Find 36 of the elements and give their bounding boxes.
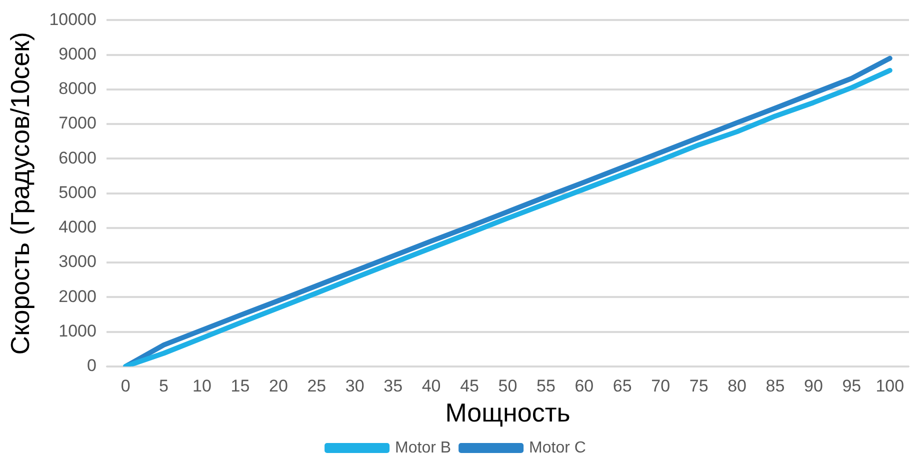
x-tick-label: 95 <box>842 376 862 396</box>
y-tick-label: 3000 <box>58 252 96 272</box>
x-tick-label: 45 <box>460 376 479 396</box>
x-tick-label: 80 <box>728 376 746 396</box>
y-tick-label: 7000 <box>58 114 96 133</box>
x-tick-label: 50 <box>498 376 518 396</box>
y-tick-label: 10000 <box>49 10 96 29</box>
x-tick-label: 85 <box>766 376 785 396</box>
y-tick-label: 6000 <box>58 148 96 168</box>
y-tick-label: 4000 <box>58 218 96 237</box>
y-tick-label: 9000 <box>58 44 96 64</box>
y-axis-title: Скорость (Градусов/10сек) <box>4 32 35 355</box>
x-tick-label: 55 <box>536 376 556 396</box>
x-tick-label: 70 <box>651 376 670 396</box>
x-tick-label: 75 <box>689 376 708 396</box>
x-tick-label: 0 <box>120 376 130 396</box>
y-tick-label: 5000 <box>58 182 96 202</box>
x-tick-label: 15 <box>230 376 250 396</box>
y-tick-label: 2000 <box>58 286 96 306</box>
y-tick-label: 1000 <box>58 321 96 340</box>
x-tick-label: 25 <box>307 376 326 396</box>
x-tick-label: 90 <box>804 376 823 396</box>
x-tick-label: 5 <box>159 376 169 396</box>
y-tick-label: 8000 <box>58 79 96 98</box>
x-axis-title: Мощность <box>445 398 570 428</box>
x-tick-label: 100 <box>876 376 904 396</box>
legend-label: Motor B <box>395 439 452 456</box>
x-tick-label: 60 <box>574 376 594 396</box>
x-tick-label: 35 <box>384 376 403 396</box>
x-tick-label: 30 <box>345 376 364 396</box>
y-tick-label: 0 <box>87 356 96 376</box>
x-tick-label: 65 <box>612 376 632 396</box>
x-tick-label: 10 <box>192 376 212 396</box>
legend-label: Motor C <box>529 439 586 456</box>
x-tick-label: 40 <box>422 376 441 396</box>
x-tick-label: 20 <box>268 376 288 396</box>
